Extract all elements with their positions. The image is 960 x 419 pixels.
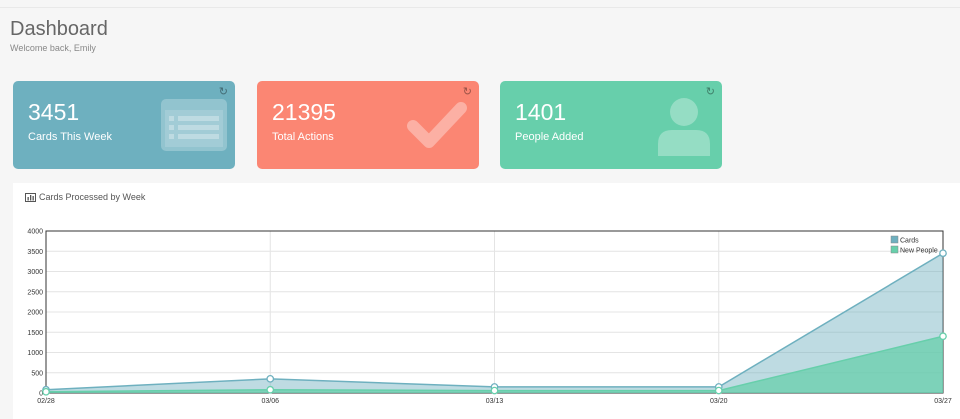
data-point: [490, 386, 499, 395]
y-tick-label: 0: [39, 391, 43, 398]
panel-header: Cards Processed by Week: [25, 192, 145, 202]
top-divider: [0, 7, 960, 8]
card-icon: [161, 99, 227, 151]
data-point: [939, 332, 947, 341]
y-tick-label: 2000: [27, 310, 43, 317]
refresh-icon[interactable]: ↻: [705, 86, 715, 98]
legend-label: Cards: [900, 238, 919, 245]
y-tick-label: 1000: [27, 350, 43, 357]
area-chart: 0 500 1000 1500 2000 2500 3000 3500 4000 02/28 03/…: [27, 229, 952, 406]
y-tick-label: 3000: [27, 269, 43, 276]
stat-label: People Added: [515, 131, 584, 143]
x-tick-label: 02/28: [37, 398, 55, 405]
welcome-message: Welcome back, Emily: [10, 43, 96, 53]
page-title: Dashboard: [10, 18, 108, 40]
user-icon: [658, 98, 710, 156]
y-tick-label: 2500: [27, 289, 43, 296]
stat-value: 1401: [515, 99, 567, 125]
stat-value: 21395: [272, 99, 336, 125]
x-tick-label: 03/20: [710, 398, 728, 405]
data-point: [266, 385, 275, 394]
stat-card-cards[interactable]: 3451 Cards This Week ↻: [13, 81, 235, 169]
data-point: [42, 387, 50, 396]
stat-card-people[interactable]: 1401 People Added ↻: [500, 81, 722, 169]
legend-swatch: [890, 245, 899, 254]
y-tick-label: 3500: [27, 249, 43, 256]
chart-panel: Cards Processed by Week 0 500 1000 1500 2000…: [13, 183, 960, 419]
series-area: [46, 336, 943, 393]
x-tick-label: 03/27: [934, 398, 952, 405]
stat-label: Cards This Week: [28, 131, 112, 143]
data-point: [714, 386, 723, 395]
data-point: [266, 374, 275, 383]
checkmark-icon: [407, 102, 467, 148]
stat-label: Total Actions: [272, 131, 334, 143]
stat-value: 3451: [28, 99, 80, 125]
refresh-icon[interactable]: ↻: [462, 86, 472, 98]
y-tick-label: 4000: [27, 229, 43, 236]
legend-label: New People: [900, 248, 938, 255]
panel-title: Cards Processed by Week: [39, 192, 146, 202]
stat-card-actions[interactable]: 21395 Total Actions ↻: [257, 81, 479, 169]
x-tick-label: 03/06: [261, 398, 279, 405]
refresh-icon[interactable]: ↻: [218, 86, 228, 98]
y-tick-label: 500: [31, 370, 43, 377]
bar-chart-icon: [25, 192, 36, 202]
data-point: [939, 249, 947, 258]
y-tick-label: 1500: [27, 330, 43, 337]
legend-swatch: [890, 235, 899, 244]
x-tick-label: 03/13: [486, 398, 504, 405]
